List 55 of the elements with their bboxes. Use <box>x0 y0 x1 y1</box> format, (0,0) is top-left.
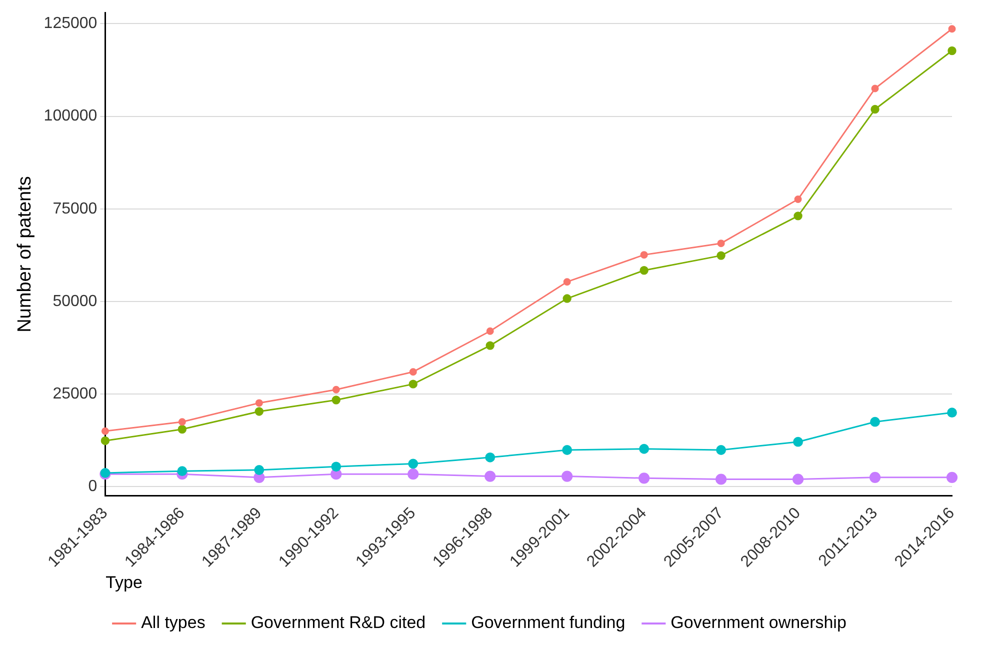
point <box>254 465 264 475</box>
point <box>255 399 263 407</box>
y-tick-label: 75000 <box>52 200 98 218</box>
point <box>871 84 879 92</box>
point <box>408 458 418 469</box>
point <box>562 470 573 482</box>
y-tick-label: 50000 <box>52 292 98 310</box>
point <box>640 266 648 275</box>
y-axis-title: Number of patents <box>14 176 36 332</box>
legend-label: Government R&D cited <box>250 613 426 632</box>
point <box>178 424 187 434</box>
point <box>408 468 419 480</box>
point <box>794 196 802 204</box>
point <box>177 466 188 476</box>
point <box>409 368 417 376</box>
point <box>794 212 802 220</box>
point <box>100 436 110 446</box>
y-tick-label: 0 <box>88 478 98 496</box>
y-tick-label: 125000 <box>44 15 98 32</box>
point <box>717 240 725 248</box>
y-tick-label: 100000 <box>44 108 98 125</box>
point <box>640 251 648 259</box>
point <box>870 104 880 114</box>
point <box>563 278 571 286</box>
legend-label: All types <box>141 613 206 632</box>
point <box>332 386 340 394</box>
point <box>948 46 956 56</box>
point <box>562 294 572 303</box>
point <box>178 418 186 426</box>
legend-label: Government ownership <box>670 613 846 632</box>
point <box>484 470 496 482</box>
point <box>716 251 726 260</box>
point <box>870 416 880 427</box>
point <box>948 25 956 33</box>
point <box>947 408 957 418</box>
point <box>946 472 958 483</box>
point <box>486 327 494 335</box>
point <box>639 444 650 454</box>
point <box>869 472 881 483</box>
legend-label: Government funding <box>471 613 626 632</box>
point <box>793 436 803 447</box>
point <box>562 445 572 455</box>
point <box>254 407 264 416</box>
point <box>486 341 494 350</box>
point <box>638 472 650 484</box>
point <box>331 462 342 472</box>
point <box>485 452 496 462</box>
y-tick-label: 25000 <box>52 385 98 402</box>
point <box>408 380 418 388</box>
point <box>792 474 804 485</box>
point <box>332 396 340 404</box>
legend-title: Type <box>106 572 142 592</box>
point <box>716 474 727 485</box>
point <box>716 445 726 455</box>
point <box>101 427 109 435</box>
